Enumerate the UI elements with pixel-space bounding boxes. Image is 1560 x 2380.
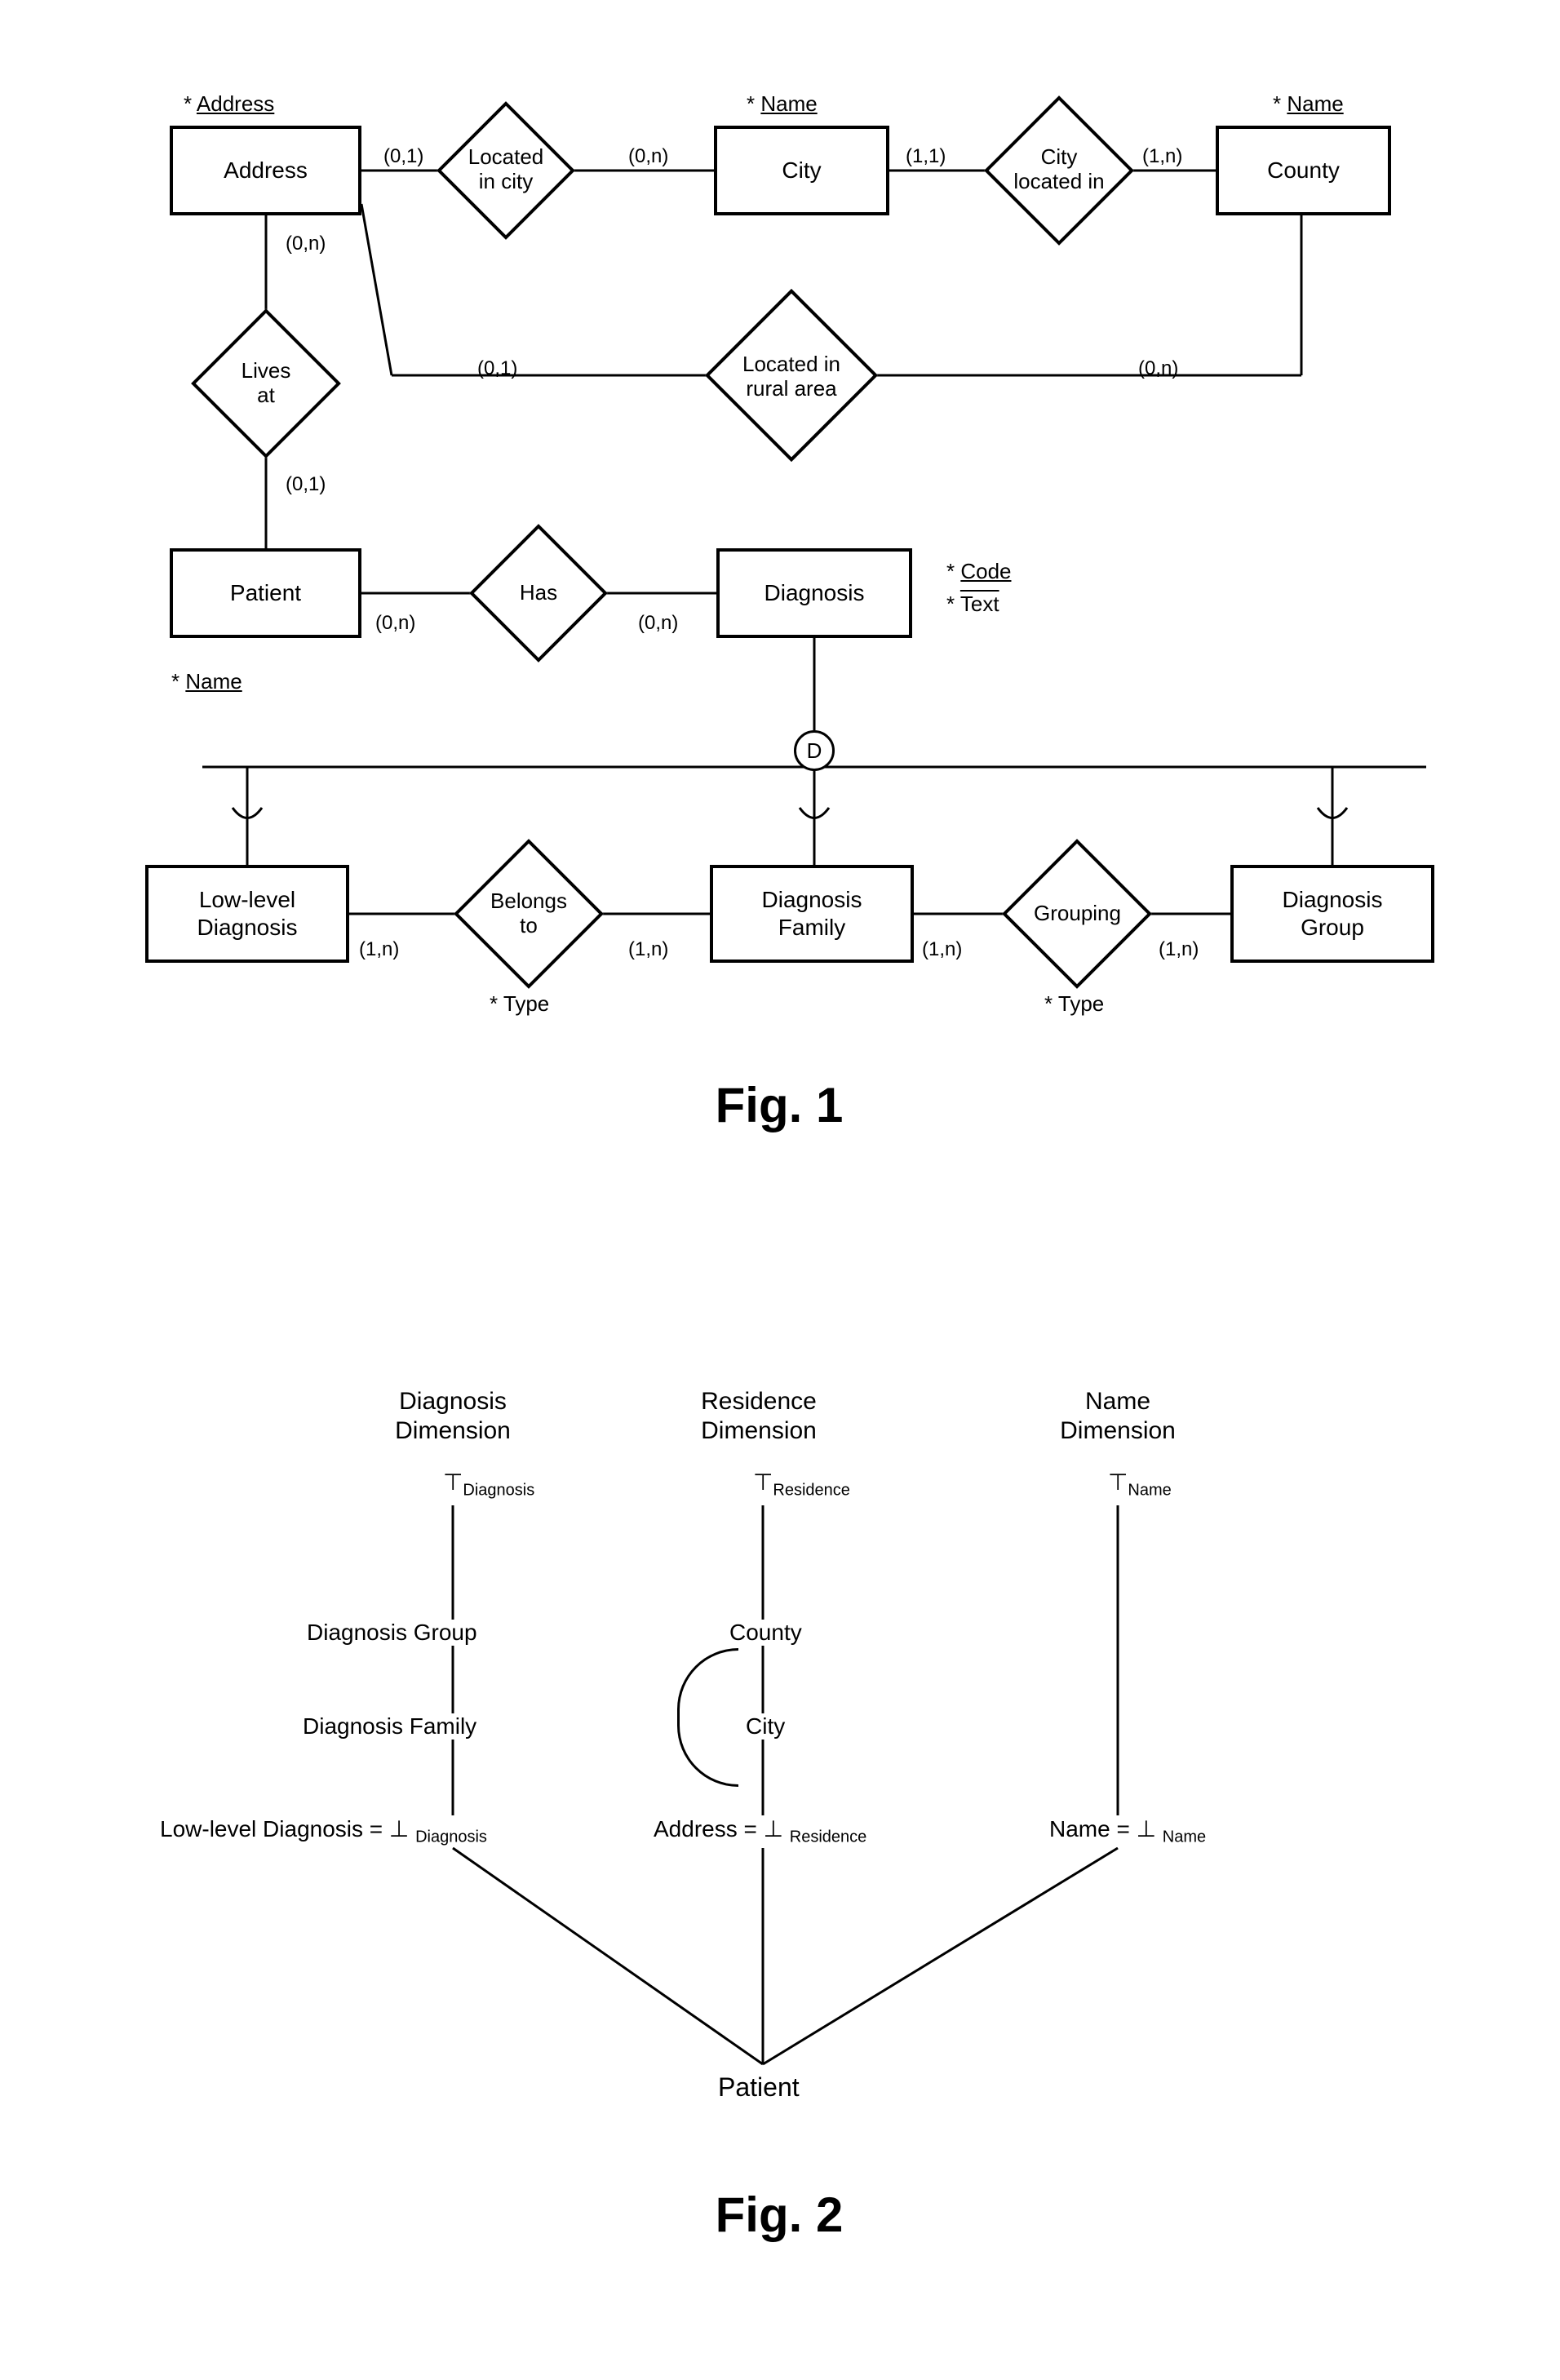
fig1-caption: Fig. 1 — [636, 1077, 922, 1133]
rel-grouping-label: Grouping — [1018, 902, 1137, 926]
card-1-1: (1,1) — [906, 145, 946, 168]
rel-located-rural-label: Located inrural area — [718, 352, 865, 401]
card-1-n-b: (1,n) — [359, 938, 399, 961]
entity-family-label: DiagnosisFamily — [762, 886, 862, 941]
attr-text: * Text — [946, 592, 999, 617]
attr-address: * Address — [184, 91, 274, 117]
attr-name-city: Name — [760, 91, 817, 116]
rel-has-label: Has — [490, 581, 587, 605]
top-residence: ⊤Residence — [753, 1469, 850, 1500]
entity-group: DiagnosisGroup — [1230, 865, 1434, 963]
top-name-sub: Name — [1128, 1482, 1171, 1500]
level-diag-family: Diagnosis Family — [298, 1713, 481, 1740]
level-county: County — [725, 1620, 807, 1646]
attr-patient: * Name — [171, 669, 242, 694]
card-1-n-a: (1,n) — [1142, 145, 1182, 168]
top-diagnosis: ⊤Diagnosis — [443, 1469, 534, 1500]
entity-city: City — [714, 126, 889, 215]
card-0-n-b: (0,n) — [286, 233, 326, 255]
card-0-1-a: (0,1) — [383, 145, 423, 168]
attr-grouping-type: * Type — [1044, 991, 1104, 1017]
entity-address: Address — [170, 126, 361, 215]
attr-name-county: Name — [1287, 91, 1343, 116]
entity-group-label: DiagnosisGroup — [1283, 886, 1383, 941]
card-0-1-b: (0,1) — [477, 357, 517, 380]
fig2-caption: Fig. 2 — [636, 2187, 922, 2243]
card-1-n-c: (1,n) — [628, 938, 668, 961]
bottom-diag: Low-level Diagnosis = ⊥ Diagnosis — [155, 1815, 492, 1847]
bottom-diag-sub: Diagnosis — [415, 1828, 487, 1846]
entity-address-label: Address — [224, 157, 308, 184]
top-diagnosis-sub: Diagnosis — [463, 1482, 534, 1500]
bottom-name: Name = ⊥ Name — [1044, 1815, 1211, 1847]
card-1-n-e: (1,n) — [1159, 938, 1199, 961]
entity-city-label: City — [782, 157, 821, 184]
rel-lives-at-label: Livesat — [213, 359, 319, 408]
entity-family: DiagnosisFamily — [710, 865, 914, 963]
disjoint-circle: D — [794, 730, 835, 771]
entity-low-level-label: Low-levelDiagnosis — [197, 886, 298, 941]
entity-diagnosis-label: Diagnosis — [764, 579, 865, 607]
card-0-n-a: (0,n) — [628, 145, 668, 168]
attr-code: * Code — [946, 559, 1012, 584]
disjoint-label: D — [807, 738, 822, 764]
rel-belongs-label: Belongsto — [476, 889, 582, 938]
top-name: ⊤Name — [1108, 1469, 1172, 1500]
attr-code-text: Code — [960, 559, 1011, 583]
bottom-residence: Address = ⊥ Residence — [649, 1815, 871, 1847]
card-0-n-c: (0,n) — [1138, 357, 1178, 380]
entity-county: County — [1216, 126, 1391, 215]
entity-patient-label: Patient — [230, 579, 301, 607]
attr-address-text: Address — [197, 91, 274, 116]
card-0-n-e: (0,n) — [638, 612, 678, 635]
rel-located-city-label: Locatedin city — [457, 145, 555, 194]
dim-title-diagnosis: DiagnosisDimension — [322, 1387, 583, 1446]
card-1-n-d: (1,n) — [922, 938, 962, 961]
top-residence-sub: Residence — [773, 1482, 850, 1500]
entity-low-level: Low-levelDiagnosis — [145, 865, 349, 963]
attr-belongs-type: * Type — [490, 991, 549, 1017]
entity-diagnosis: Diagnosis — [716, 548, 912, 638]
entity-patient: Patient — [170, 548, 361, 638]
half-circle-bypass — [677, 1648, 738, 1787]
dim-title-residence: ResidenceDimension — [628, 1387, 889, 1446]
level-diag-group: Diagnosis Group — [302, 1620, 482, 1646]
entity-county-label: County — [1267, 157, 1340, 184]
bottom-name-sub: Name — [1163, 1828, 1206, 1846]
bottom-residence-sub: Residence — [790, 1828, 867, 1846]
level-city: City — [741, 1713, 790, 1740]
card-0-n-d: (0,n) — [375, 612, 415, 635]
patient-label: Patient — [718, 2072, 800, 2103]
dim-title-name: NameDimension — [1012, 1387, 1224, 1446]
attr-text-text: Text — [960, 592, 999, 616]
card-0-1-c: (0,1) — [286, 473, 326, 496]
attr-county: * Name — [1273, 91, 1344, 117]
diagram-canvas: * Address * Name * Name * Name Address C… — [0, 0, 1560, 2380]
attr-city: * Name — [747, 91, 818, 117]
rel-city-located-in-label: Citylocated in — [1002, 145, 1116, 194]
attr-name-patient: Name — [185, 669, 242, 694]
